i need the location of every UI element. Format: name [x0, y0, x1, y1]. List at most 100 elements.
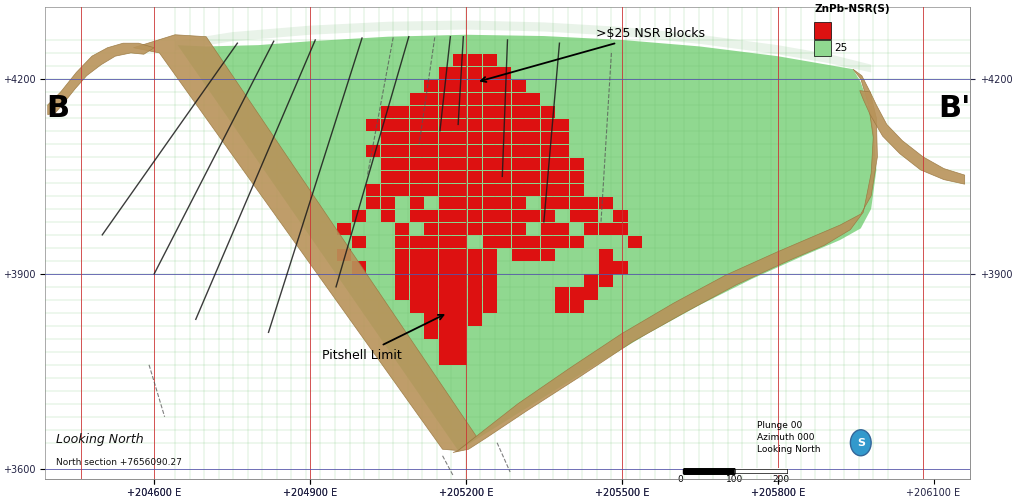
Bar: [337, 248, 351, 261]
Bar: [555, 288, 569, 300]
Bar: [410, 106, 424, 118]
Text: 25: 25: [833, 43, 847, 53]
Bar: [569, 196, 584, 209]
Bar: [555, 183, 569, 196]
Bar: [497, 170, 512, 183]
Bar: [497, 67, 512, 79]
Bar: [424, 327, 438, 339]
Bar: [814, 40, 830, 56]
Bar: [438, 275, 453, 287]
Bar: [454, 262, 468, 274]
Bar: [468, 80, 482, 92]
Bar: [613, 209, 627, 222]
Bar: [555, 196, 569, 209]
Bar: [395, 106, 409, 118]
Bar: [512, 235, 526, 248]
Text: Plunge 00
Azimuth 000
Looking North: Plunge 00 Azimuth 000 Looking North: [757, 421, 820, 454]
Bar: [482, 67, 496, 79]
Bar: [599, 248, 613, 261]
Bar: [351, 235, 365, 248]
Bar: [497, 235, 512, 248]
Bar: [395, 145, 409, 157]
Bar: [569, 209, 584, 222]
Bar: [424, 222, 438, 235]
Bar: [585, 275, 599, 287]
Bar: [526, 209, 540, 222]
Bar: [424, 80, 438, 92]
Bar: [424, 106, 438, 118]
Bar: [381, 209, 395, 222]
Bar: [381, 145, 395, 157]
Bar: [454, 288, 468, 300]
Bar: [468, 132, 482, 144]
Bar: [526, 157, 540, 170]
Bar: [468, 67, 482, 79]
Bar: [585, 288, 599, 300]
Bar: [424, 170, 438, 183]
Bar: [381, 119, 395, 131]
Bar: [541, 170, 555, 183]
Bar: [482, 235, 496, 248]
Bar: [512, 106, 526, 118]
Bar: [381, 196, 395, 209]
Polygon shape: [860, 91, 964, 184]
Bar: [482, 106, 496, 118]
Bar: [482, 80, 496, 92]
Bar: [482, 183, 496, 196]
Bar: [395, 183, 409, 196]
Bar: [468, 209, 482, 222]
Bar: [410, 235, 424, 248]
Bar: [410, 301, 424, 313]
Bar: [438, 301, 453, 313]
Bar: [497, 196, 512, 209]
Bar: [438, 196, 453, 209]
Bar: [497, 132, 512, 144]
Bar: [454, 209, 468, 222]
Bar: [599, 275, 613, 287]
Bar: [599, 262, 613, 274]
Bar: [497, 119, 512, 131]
Bar: [569, 170, 584, 183]
Bar: [424, 132, 438, 144]
Bar: [410, 183, 424, 196]
Bar: [468, 262, 482, 274]
Bar: [395, 235, 409, 248]
Bar: [454, 235, 468, 248]
Bar: [424, 275, 438, 287]
Bar: [424, 93, 438, 105]
Bar: [454, 196, 468, 209]
Bar: [569, 235, 584, 248]
Bar: [482, 145, 496, 157]
Bar: [381, 132, 395, 144]
Bar: [410, 288, 424, 300]
Bar: [454, 106, 468, 118]
Bar: [468, 288, 482, 300]
Bar: [424, 288, 438, 300]
Bar: [366, 183, 381, 196]
Bar: [424, 314, 438, 326]
Bar: [497, 183, 512, 196]
Bar: [438, 106, 453, 118]
Bar: [395, 222, 409, 235]
Bar: [454, 119, 468, 131]
Bar: [438, 222, 453, 235]
Bar: [454, 275, 468, 287]
Bar: [526, 183, 540, 196]
Bar: [512, 209, 526, 222]
Bar: [424, 235, 438, 248]
Bar: [585, 209, 599, 222]
Bar: [482, 93, 496, 105]
Text: 200: 200: [772, 474, 790, 483]
Bar: [468, 314, 482, 326]
Bar: [541, 248, 555, 261]
Bar: [541, 235, 555, 248]
Bar: [424, 301, 438, 313]
Bar: [468, 170, 482, 183]
Text: North section +7656090.27: North section +7656090.27: [56, 458, 182, 467]
Polygon shape: [453, 69, 877, 452]
Bar: [381, 106, 395, 118]
Bar: [497, 222, 512, 235]
Bar: [541, 119, 555, 131]
Bar: [395, 157, 409, 170]
Polygon shape: [133, 35, 476, 450]
